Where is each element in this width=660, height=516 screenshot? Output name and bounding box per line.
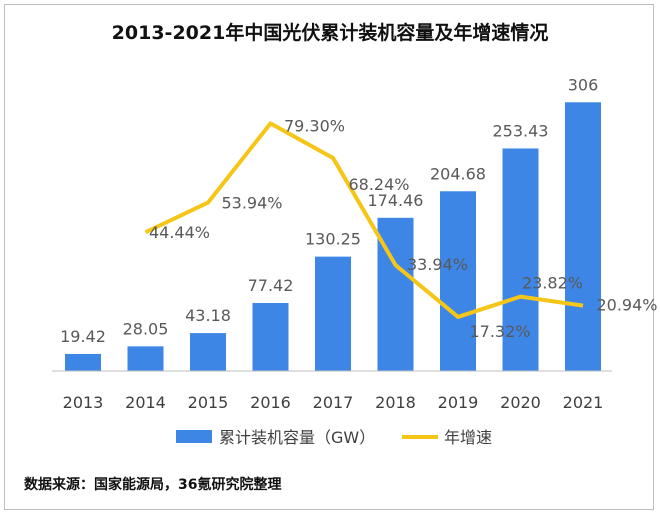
x-tick-2021: 2021 bbox=[563, 393, 604, 412]
bar-label-2021: 306 bbox=[568, 75, 599, 94]
legend-bar-label: 累计装机容量（GW） bbox=[219, 428, 375, 447]
line-label-2021: 20.94% bbox=[596, 296, 657, 315]
growth-line bbox=[144, 121, 584, 319]
line-label-2018: 33.94% bbox=[407, 255, 468, 274]
chart-title: 2013-2021年中国光伏累计装机容量及年增速情况 bbox=[111, 22, 549, 44]
bar-2015 bbox=[190, 333, 226, 371]
x-tick-2020: 2020 bbox=[500, 393, 541, 412]
bar-label-2016: 77.42 bbox=[248, 276, 294, 295]
x-tick-2018: 2018 bbox=[375, 393, 416, 412]
line-label-2019: 17.32% bbox=[469, 322, 530, 341]
bar-label-2018: 174.46 bbox=[368, 191, 424, 210]
bar-2021 bbox=[565, 102, 601, 371]
bar-label-2013: 19.42 bbox=[60, 327, 106, 346]
source-note: 数据来源：国家能源局，36氪研究院整理 bbox=[24, 477, 282, 493]
bar-label-2014: 28.05 bbox=[123, 319, 169, 338]
x-tick-2015: 2015 bbox=[188, 393, 229, 412]
bar-label-2019: 204.68 bbox=[430, 164, 486, 183]
x-tick-2013: 2013 bbox=[63, 393, 104, 412]
bar-2016 bbox=[252, 303, 289, 371]
x-tick-2017: 2017 bbox=[313, 393, 354, 412]
legend-line-label: 年增速 bbox=[444, 428, 492, 447]
bar-2014 bbox=[127, 346, 164, 371]
x-tick-2016: 2016 bbox=[250, 393, 291, 412]
chart-plot: 19.42 28.05 43.18 77.42 130.25 174.46 204.68 25… bbox=[52, 75, 658, 447]
line-label-2020: 23.82% bbox=[522, 274, 583, 293]
bar-2017 bbox=[315, 256, 351, 371]
bar-2013 bbox=[65, 353, 101, 371]
x-tick-2019: 2019 bbox=[438, 393, 479, 412]
bar-2020 bbox=[502, 148, 539, 371]
bar-label-2017: 130.25 bbox=[305, 230, 361, 249]
bar-label-2020: 253.43 bbox=[493, 121, 549, 140]
bar-2019 bbox=[440, 191, 476, 371]
line-label-2016: 79.30% bbox=[284, 116, 345, 135]
line-label-2015: 53.94% bbox=[221, 194, 282, 213]
x-tick-2014: 2014 bbox=[125, 393, 166, 412]
bar-label-2015: 43.18 bbox=[185, 306, 231, 325]
line-label-2017: 68.24% bbox=[348, 175, 409, 194]
legend-bar-swatch bbox=[176, 430, 212, 443]
line-label-2014: 44.44% bbox=[149, 223, 210, 242]
